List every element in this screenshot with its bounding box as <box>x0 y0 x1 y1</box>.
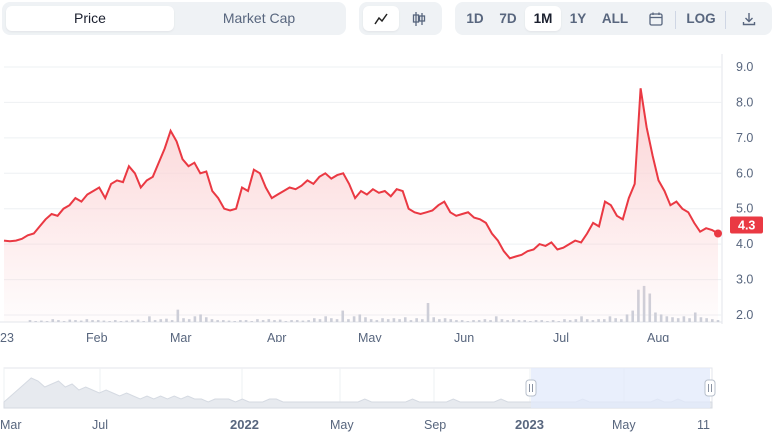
current-price-label: 4.3 <box>738 219 755 233</box>
x-tick-label: Aug <box>647 331 669 342</box>
navigator-selection[interactable] <box>531 368 710 408</box>
navigator-tick-label: May <box>612 418 636 432</box>
navigator-tick-label: Jul <box>92 418 108 432</box>
timeframe-7d[interactable]: 7D <box>499 11 517 26</box>
x-tick-label: Jul <box>553 331 569 342</box>
navigator-tick-label: 2022 <box>230 417 259 432</box>
y-tick-label: 9.0 <box>736 60 753 74</box>
navigator-tick-label: May <box>330 418 354 432</box>
current-price-dot <box>714 229 722 238</box>
timeframe-1m[interactable]: 1M <box>525 6 561 31</box>
x-tick-label: Feb <box>86 331 108 342</box>
y-tick-label: 8.0 <box>736 95 753 109</box>
y-tick-label: 3.0 <box>736 273 753 287</box>
candlestick-button[interactable] <box>401 6 437 31</box>
timeframe-1y[interactable]: 1Y <box>569 11 587 26</box>
chart-type-toggle <box>359 2 442 35</box>
x-tick-label: May <box>358 331 382 342</box>
y-tick-label: 6.0 <box>736 166 753 180</box>
price-area-fill <box>4 88 718 322</box>
x-tick-label: Jun <box>454 331 474 342</box>
candlestick-icon <box>412 12 426 26</box>
range-navigator[interactable]: Mar Jul 2022 May Sep 2023 May 11 <box>0 360 775 440</box>
drag-handle-icon[interactable] <box>525 379 537 397</box>
x-tick-label: Apr <box>267 331 286 342</box>
navigator-tick-label: Sep <box>424 418 446 432</box>
navigator-tick-label: Mar <box>0 418 22 432</box>
timeframe-bar: 1D 7D 1M 1Y ALL LOG <box>455 2 772 35</box>
line-chart-button[interactable] <box>363 6 399 31</box>
y-tick-label: 4.0 <box>736 237 753 251</box>
price-chart-svg: 9.0 8.0 7.0 6.0 5.0 4.0 3.0 2.0 23 Feb Mar Apr May J… <box>0 54 763 345</box>
toolbar-divider <box>725 11 726 29</box>
download-button[interactable] <box>733 6 765 31</box>
market-cap-button[interactable]: Market Cap <box>222 10 296 26</box>
timeframe-all[interactable]: ALL <box>601 11 629 26</box>
timeframe-1d[interactable]: 1D <box>466 11 484 26</box>
log-scale-button[interactable]: LOG <box>686 11 716 26</box>
current-price-badge <box>730 216 763 234</box>
calendar-icon <box>649 12 663 26</box>
x-tick-label: 23 <box>0 331 14 342</box>
calendar-button[interactable] <box>641 6 671 31</box>
y-tick-label: 5.0 <box>736 202 753 216</box>
toolbar-divider <box>675 11 676 29</box>
navigator-tick-label: 2023 <box>515 417 544 432</box>
navigator-svg: Mar Jul 2022 May Sep 2023 May 11 <box>0 367 716 432</box>
line-chart-icon <box>374 13 388 25</box>
price-marketcap-toggle: Price Market Cap <box>2 2 346 35</box>
navigator-tick-label: 11 <box>697 418 710 432</box>
download-icon <box>742 13 756 26</box>
price-button[interactable]: Price <box>6 6 174 31</box>
drag-handle-icon[interactable] <box>704 379 716 397</box>
price-chart[interactable]: 9.0 8.0 7.0 6.0 5.0 4.0 3.0 2.0 23 Feb Mar Apr May J… <box>0 42 775 345</box>
x-tick-label: Mar <box>170 331 192 342</box>
y-tick-label: 7.0 <box>736 131 753 145</box>
price-line <box>3 88 719 260</box>
y-tick-label: 2.0 <box>736 308 753 322</box>
